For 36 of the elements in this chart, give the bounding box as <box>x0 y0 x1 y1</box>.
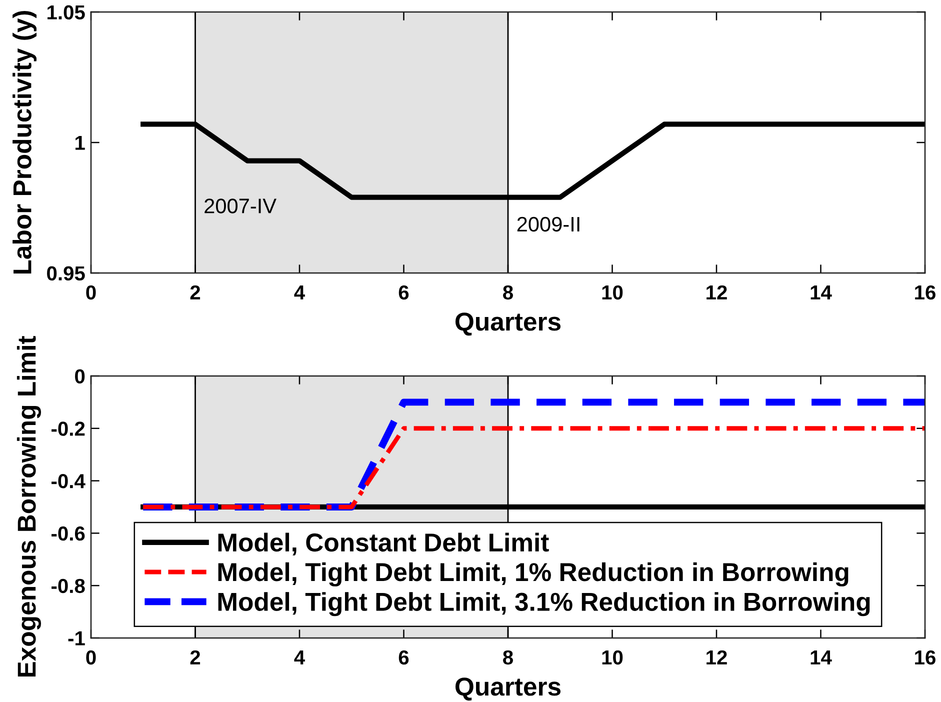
x-tick-label: 10 <box>602 285 623 300</box>
legend-label: Model, Tight Debt Limit, 3.1% Reduction in Borrowing <box>218 592 870 616</box>
y-tick-label: -0.2 <box>52 422 85 436</box>
x-tick-label: 2 <box>190 650 200 664</box>
y-axis-title: Exogenous Borrowing Limit <box>16 336 42 677</box>
x-tick-label: 16 <box>915 650 936 665</box>
x-tick-label: 6 <box>398 650 409 665</box>
x-tick-label: 14 <box>810 650 832 664</box>
y-tick-label: -1 <box>68 631 85 646</box>
x-tick-label: 0 <box>86 285 96 300</box>
x-tick-label: 2 <box>190 285 200 300</box>
x-tick-label: 8 <box>503 285 513 300</box>
y-tick-label: -0.4 <box>52 474 86 488</box>
x-tick-label: 16 <box>915 285 936 300</box>
x-tick-label: 14 <box>810 286 832 300</box>
x-axis-title: Quarters <box>456 678 560 701</box>
x-tick-label: 0 <box>86 650 96 665</box>
x-tick-label: 6 <box>398 285 409 300</box>
x-tick-label: 8 <box>503 650 513 665</box>
annotation: 2007-IV <box>204 198 276 214</box>
y-tick-label: 1.05 <box>48 5 85 20</box>
y-axis-title: Labor Productivity (y) <box>12 11 37 274</box>
y-tick-label: -0.6 <box>52 526 85 541</box>
x-tick-label: 12 <box>706 285 727 300</box>
x-tick-label: 12 <box>706 650 727 664</box>
legend-label: Model, Constant Debt Limit <box>218 532 549 556</box>
y-tick-label: -0.8 <box>52 578 85 594</box>
annotation: 2009-II <box>517 216 580 232</box>
x-axis-title: Quarters <box>456 312 560 336</box>
x-tick-label: 10 <box>602 650 623 665</box>
y-tick-label: 0 <box>75 369 85 384</box>
y-tick-label: 1 <box>76 136 85 150</box>
x-tick-label: 4 <box>294 650 305 664</box>
y-tick-label: 0.95 <box>47 266 85 281</box>
legend-label: Model, Tight Debt Limit, 1% Reduction in Borrowing <box>218 562 848 586</box>
x-tick-label: 4 <box>294 286 305 300</box>
